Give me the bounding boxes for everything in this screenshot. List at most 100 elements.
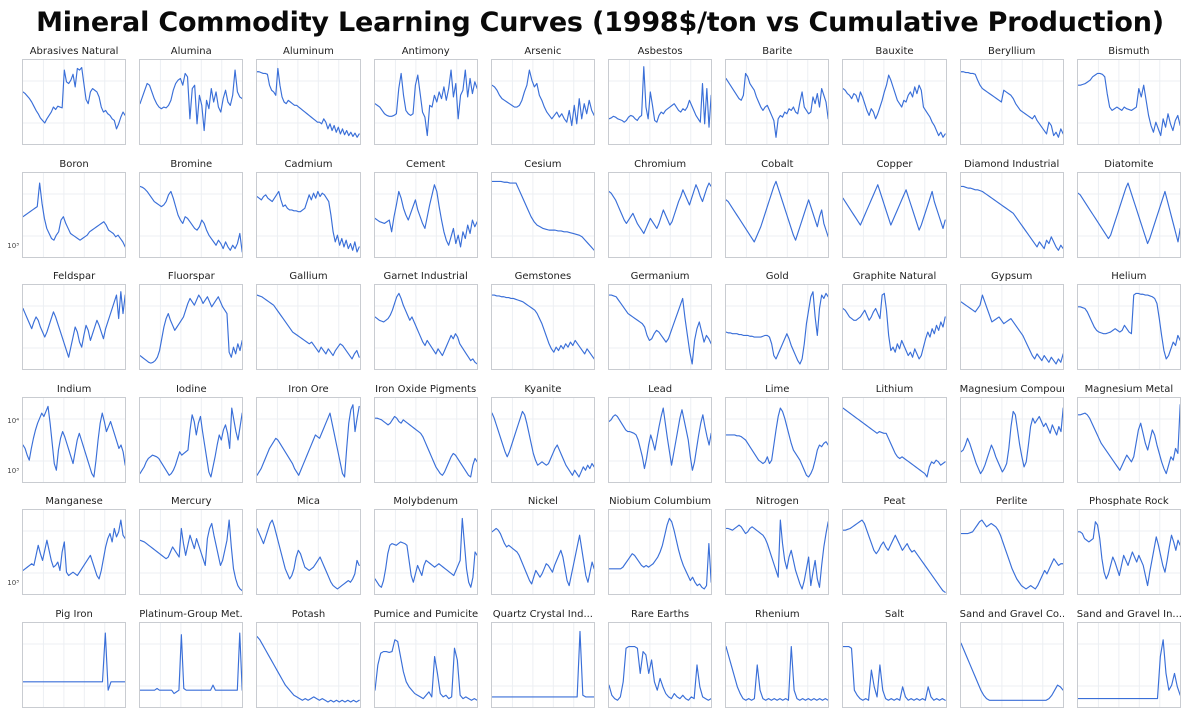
series-line [1078,404,1180,473]
series-line [609,67,711,127]
subplot-salt: Salt [842,608,947,708]
subplot-axes [608,284,713,370]
subplot-barite: Barite [725,46,830,145]
subplot-axes [1076,59,1181,145]
subplot-title: Cobalt [761,158,794,170]
subplot-title: Aluminum [283,46,334,57]
series-line [140,633,242,693]
series-line [961,295,1063,364]
subplot-axes [22,621,127,708]
subplot-title: Lime [765,383,790,395]
subplot-title: Mica [296,496,320,507]
subplot-bauxite: Bauxite [842,46,947,145]
subplot-title: Graphite Natural [852,271,937,282]
subplot-perlite: Perlite [959,496,1064,595]
series-line [140,186,242,252]
subplot-diamond-industrial: Diamond Industrial [959,159,1064,258]
subplot-title: Indium [56,383,92,395]
series-line [140,520,242,591]
subplot-title: Abrasives Natural [29,46,119,57]
subplot-axes [725,59,830,145]
series-line [23,183,125,247]
series-line [23,520,125,579]
subplot-title: Rhenium [754,608,800,620]
subplot-bismuth: Bismuth [1076,46,1181,145]
subplot-title: Beryllium [987,46,1036,57]
subplot-helium: Helium [1076,271,1181,370]
subplot-title: Nitrogen [755,496,799,507]
subplot-niobium-columbium: Niobium Columbium [608,496,713,595]
subplot-axes [608,621,713,708]
subplot-axes [725,621,830,708]
subplot-peat: Peat [842,496,947,595]
series-line [609,518,711,589]
subplot-cement: Cement [373,158,478,258]
subplot-axes [725,284,830,370]
subplot-title: Niobium Columbium [609,496,712,507]
subplot-axes [373,171,478,258]
subplot-axes [959,171,1064,258]
subplot-axes [608,396,713,483]
subplot-axes [608,509,713,595]
subplot-iodine: Iodine [139,384,244,483]
series-line [609,295,711,364]
subplot-diatomite: Diatomite [1076,158,1181,258]
subplot-title: Gold [765,271,789,282]
subplot-title: Iron Oxide Pigments [375,383,477,395]
subplot-rare-earths: Rare Earths [608,608,713,708]
subplot-beryllium: Beryllium [959,46,1064,145]
subplot-molybdenum: Molybdenum [373,496,478,595]
subplot-axes [959,396,1064,483]
subplot-gallium: Gallium [256,271,361,370]
subplot-title: Salt [884,608,905,620]
series-line [1078,73,1180,135]
subplot-axes [1076,284,1181,370]
subplot-axes [1076,509,1181,595]
series-line [375,293,477,364]
subplot-title: Germanium [630,271,690,282]
subplot-garnet-industrial: Garnet Industrial [373,271,478,370]
subplot-title: Garnet Industrial [383,271,468,282]
series-line [375,184,477,246]
subplot-axes [256,621,361,708]
series-line [23,633,125,690]
subplot-axes [256,396,361,483]
subplot-axes [842,621,947,708]
subplot-axes [256,171,361,258]
subplot-title: Barite [762,46,793,57]
subplot-axes [22,171,127,258]
series-line [843,520,945,592]
subplot-title: Cadmium [284,158,333,170]
y-axis-tick-label: 10⁴ [7,417,19,426]
subplot-title: Arsenic [524,46,562,57]
subplot-title: Pig Iron [55,608,93,620]
subplot-grid: Abrasives Natural Alumina Aluminum Antimony… [0,44,1200,708]
subplot-title: Quartz Crystal Ind... [492,608,593,620]
series-line [961,643,1063,700]
subplot-title: Phosphate Rock [1089,496,1169,507]
subplot-fluorspar: Fluorspar [139,271,244,370]
subplot-sand-and-gravel-in: Sand and Gravel In... [1076,609,1181,708]
series-line [140,70,242,130]
subplot-axes [373,509,478,595]
subplot-iron-oxide-pigments: Iron Oxide Pigments [373,383,478,483]
subplot-axes [1076,621,1181,708]
subplot-title: Rare Earths [631,608,690,620]
subplot-axes [725,396,830,483]
subplot-title: Lithium [875,383,914,395]
subplot-graphite-natural: Graphite Natural [842,271,947,370]
y-axis-tick-label: 10³ [7,466,19,475]
subplot-phosphate-rock: Phosphate Rock [1076,496,1181,595]
subplot-title: Cement [406,158,446,170]
series-line [23,68,125,129]
subplot-axes [490,621,595,708]
subplot-axes [725,509,830,595]
subplot-title: Diatomite [1104,158,1154,170]
subplot-axes [373,396,478,483]
subplot-title: Gallium [289,271,328,282]
series-line [726,181,828,241]
y-axis-tick-label: 10³ [7,579,19,588]
subplot-sand-and-gravel-co: Sand and Gravel Co... [959,609,1064,708]
series-line [140,295,242,363]
subplot-title: Cesium [524,158,562,170]
